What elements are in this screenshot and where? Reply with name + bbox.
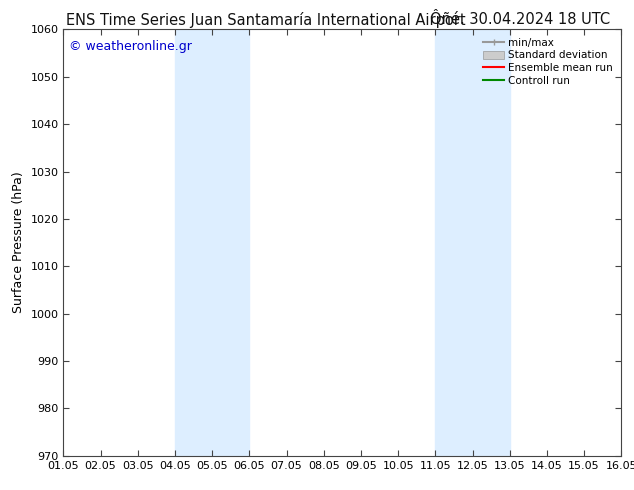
Bar bbox=[175, 29, 249, 456]
Text: ENS Time Series Juan Santamaría International Airport: ENS Time Series Juan Santamaría Internat… bbox=[67, 12, 466, 28]
Text: Ôñé. 30.04.2024 18 UTC: Ôñé. 30.04.2024 18 UTC bbox=[430, 12, 610, 27]
Legend: min/max, Standard deviation, Ensemble mean run, Controll run: min/max, Standard deviation, Ensemble me… bbox=[480, 35, 616, 89]
Text: © weatheronline.gr: © weatheronline.gr bbox=[69, 40, 192, 53]
Bar bbox=[436, 29, 510, 456]
Y-axis label: Surface Pressure (hPa): Surface Pressure (hPa) bbox=[12, 172, 25, 314]
